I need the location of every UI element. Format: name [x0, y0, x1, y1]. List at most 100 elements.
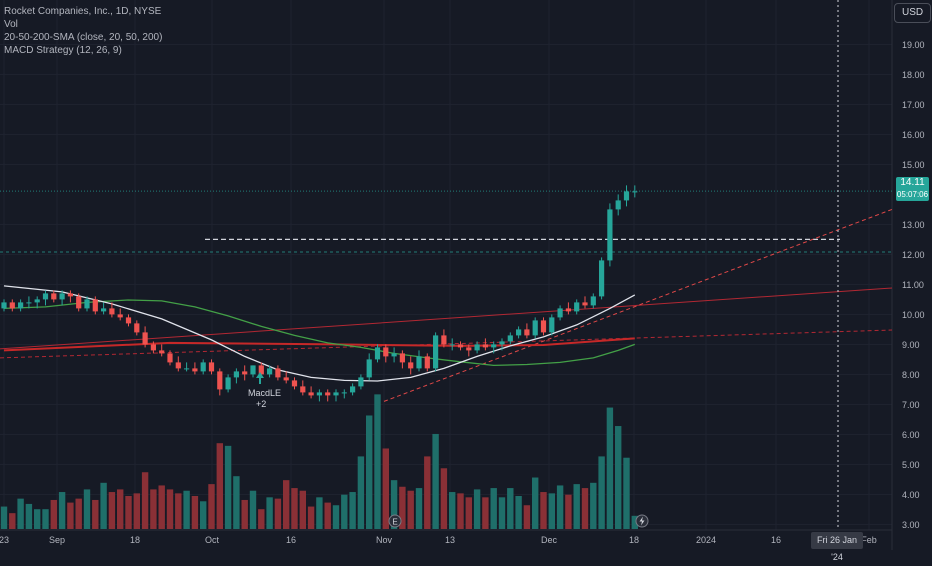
candle: [308, 392, 314, 396]
volume-bar: [224, 445, 232, 529]
candle: [599, 260, 605, 297]
candle: [516, 329, 522, 336]
volume-bar: [34, 509, 41, 529]
candle: [507, 335, 513, 342]
volume-bar: [573, 484, 580, 529]
earnings-icon-label: E: [392, 518, 397, 527]
volume-bar: [324, 502, 331, 529]
candle: [623, 191, 630, 201]
volume-bar: [440, 468, 448, 529]
x-tick-label: 16: [771, 535, 781, 545]
x-tick-label: Oct: [205, 535, 220, 545]
legend-symbol[interactable]: Rocket Companies, Inc., 1D, NYSE: [4, 6, 162, 17]
volume-bar: [556, 485, 564, 529]
candle: [42, 293, 49, 300]
volume-bar: [249, 490, 257, 529]
candle: [59, 293, 65, 300]
candle: [549, 317, 555, 333]
candle: [574, 302, 580, 312]
volume-bar: [424, 456, 431, 529]
volume-bar: [208, 484, 215, 529]
volume-bar: [233, 476, 240, 529]
candle: [565, 308, 571, 312]
volume-bar: [523, 505, 531, 529]
candle: [374, 347, 381, 360]
candle: [499, 341, 505, 345]
volume-bar: [50, 499, 57, 529]
volume-bar: [548, 493, 555, 529]
x-tick-label: Sep: [49, 535, 65, 545]
volume-bar: [366, 415, 373, 529]
x-tick-label: 13: [445, 535, 455, 545]
volume-bar: [100, 482, 107, 529]
sma200-line: [3, 337, 635, 352]
volume-bar: [141, 472, 149, 529]
volume-bar: [283, 480, 290, 529]
candle: [607, 209, 613, 261]
x-tick-label: Feb: [861, 535, 877, 545]
x-tick-label: 2024: [696, 535, 716, 545]
price-axis[interactable]: 19.00 18.00 17.00 16.00 15.00 13.00 12.00 11.00…: [902, 40, 925, 530]
volume-bar: [540, 492, 547, 529]
trendline-upper: [0, 287, 893, 350]
volume-bar: [631, 515, 638, 529]
y-tick-label: 4.00: [902, 490, 920, 500]
candle: [482, 344, 488, 348]
volume-bar: [498, 497, 506, 529]
candle: [225, 377, 231, 390]
legend-sma[interactable]: 20-50-200-SMA (close, 20, 50, 200): [4, 32, 163, 43]
candle: [167, 353, 173, 363]
candle: [350, 386, 356, 393]
candle: [457, 344, 464, 348]
volume-bar: [0, 506, 8, 529]
earnings-icon: [388, 514, 402, 528]
candle: [557, 308, 563, 318]
y-tick-label: 5.00: [902, 460, 920, 470]
bar-countdown: 05:07:06: [896, 190, 929, 199]
overlays: E: [256, 372, 649, 528]
candle: [250, 365, 256, 375]
candle: [632, 191, 638, 193]
candle: [18, 302, 24, 309]
signal-qty: +2: [256, 399, 267, 409]
candle: [150, 344, 156, 351]
volume-bar: [341, 494, 348, 529]
volume-bar: [75, 498, 82, 529]
volume-bar: [166, 489, 174, 529]
legend-volume[interactable]: Vol: [4, 19, 18, 30]
volume-bar: [266, 497, 273, 529]
volume-bar: [598, 456, 605, 529]
candle: [366, 359, 372, 378]
x-tick-label: Dec: [541, 535, 558, 545]
price-chart[interactable]: 19.00 18.00 17.00 16.00 15.00 13.00 12.00 11.00…: [0, 0, 932, 550]
candle: [466, 347, 472, 351]
volume-bar: [332, 505, 340, 529]
volume-bar: [399, 486, 406, 529]
buy-signal-arrow: [256, 372, 264, 384]
candle: [408, 362, 414, 369]
volume-bar: [175, 493, 182, 529]
volume-bar: [25, 503, 33, 529]
volume-bar: [382, 448, 389, 529]
volume-bar: [108, 492, 116, 529]
volume-bar: [606, 407, 614, 529]
candle: [291, 380, 298, 387]
volume-bar: [615, 426, 622, 529]
candle: [109, 308, 115, 315]
candle: [175, 362, 181, 369]
volume-bars: [0, 394, 638, 529]
candle: [233, 371, 239, 378]
lightning-icon: [639, 516, 645, 526]
candle: [399, 353, 405, 363]
legend-macd[interactable]: MACD Strategy (12, 26, 9): [4, 45, 122, 56]
volume-bar: [42, 509, 49, 529]
currency-button[interactable]: USD: [894, 3, 932, 23]
y-tick-label: 10.00: [902, 310, 925, 320]
volume-bar: [291, 488, 298, 529]
candle: [67, 293, 73, 297]
time-axis[interactable]: 23 Sep 18 Oct 16 Nov 13 Dec 18 2024 16 Feb: [0, 535, 877, 545]
y-tick-label: 16.00: [902, 130, 925, 140]
volume-bar: [241, 499, 248, 529]
candles: [1, 185, 638, 402]
last-price-badge: 14.11 05:07:06: [896, 177, 929, 201]
